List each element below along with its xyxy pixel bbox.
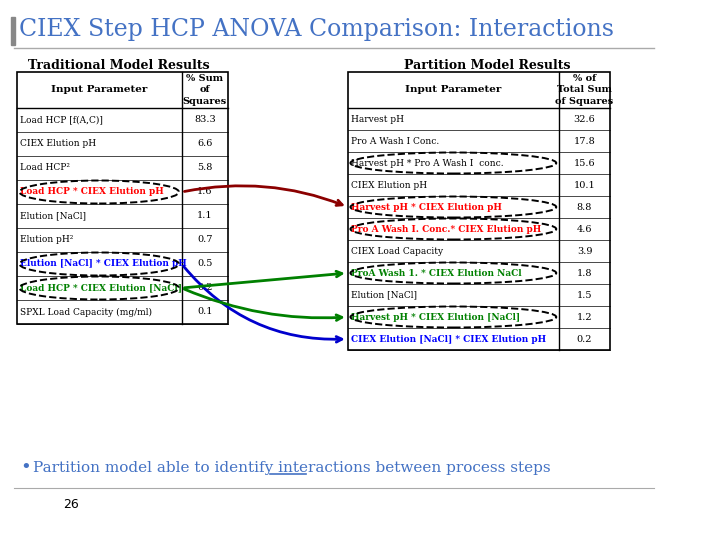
Text: 1.5: 1.5 (577, 291, 593, 300)
Text: 3.9: 3.9 (577, 246, 593, 255)
Text: Pro A Wash I Conc.: Pro A Wash I Conc. (351, 137, 440, 145)
Text: Load HCP [f(A,C)]: Load HCP [f(A,C)] (20, 116, 103, 125)
Text: 0.2: 0.2 (577, 334, 593, 343)
Text: Harvest pH * CIEX Elution [NaCl]: Harvest pH * CIEX Elution [NaCl] (351, 313, 521, 321)
Text: 0.7: 0.7 (197, 235, 212, 245)
Text: CIEX Elution pH: CIEX Elution pH (351, 180, 428, 190)
Text: 0.5: 0.5 (197, 260, 212, 268)
Text: 10.1: 10.1 (574, 180, 595, 190)
Text: Harvest pH * Pro A Wash I  conc.: Harvest pH * Pro A Wash I conc. (351, 159, 504, 167)
Text: CIEX Load Capacity: CIEX Load Capacity (351, 246, 444, 255)
Text: 4.6: 4.6 (577, 225, 593, 233)
Text: Elution [NaCl]: Elution [NaCl] (20, 212, 86, 220)
Text: 1.6: 1.6 (197, 187, 212, 197)
Text: % Sum
of
Squares: % Sum of Squares (183, 75, 227, 106)
Text: 1.8: 1.8 (577, 268, 593, 278)
Text: Elution [NaCl] * CIEX Elution pH: Elution [NaCl] * CIEX Elution pH (20, 260, 187, 268)
Text: Pro A Wash I. Conc.* CIEX Elution pH: Pro A Wash I. Conc.* CIEX Elution pH (351, 225, 541, 233)
Text: 1.2: 1.2 (577, 313, 593, 321)
Text: Elution pH²: Elution pH² (20, 235, 73, 245)
Text: 6.6: 6.6 (197, 139, 212, 148)
Text: 17.8: 17.8 (574, 137, 595, 145)
Text: Load HCP²: Load HCP² (20, 164, 71, 172)
Text: CIEX Step HCP ANOVA Comparison: Interactions: CIEX Step HCP ANOVA Comparison: Interact… (19, 18, 613, 41)
Text: 15.6: 15.6 (574, 159, 595, 167)
Text: Harvest pH * CIEX Elution pH: Harvest pH * CIEX Elution pH (351, 202, 503, 212)
Text: 1.1: 1.1 (197, 212, 212, 220)
Text: 0.1: 0.1 (197, 307, 212, 316)
Text: Input Parameter: Input Parameter (51, 85, 148, 94)
Text: SPXL Load Capacity (mg/ml): SPXL Load Capacity (mg/ml) (20, 307, 153, 316)
Text: •: • (20, 459, 31, 477)
Bar (348, 72, 610, 350)
Text: 5.8: 5.8 (197, 164, 212, 172)
Text: 32.6: 32.6 (574, 114, 595, 124)
Text: Load HCP * CIEX Elution pH: Load HCP * CIEX Elution pH (20, 187, 164, 197)
Bar (11, 17, 15, 45)
Text: Load HCP * CIEX Elution [NaCl]: Load HCP * CIEX Elution [NaCl] (20, 284, 182, 293)
Text: Harvest pH: Harvest pH (351, 114, 405, 124)
Text: 8.8: 8.8 (577, 202, 593, 212)
Text: ProA Wash 1. * CIEX Elution NaCl: ProA Wash 1. * CIEX Elution NaCl (351, 268, 522, 278)
Bar (17, 72, 228, 324)
Text: 0.2: 0.2 (197, 284, 212, 293)
Text: % of
Total Sum
of Squares: % of Total Sum of Squares (555, 75, 613, 106)
Text: CIEX Elution pH: CIEX Elution pH (20, 139, 96, 148)
Text: CIEX Elution [NaCl] * CIEX Elution pH: CIEX Elution [NaCl] * CIEX Elution pH (351, 334, 546, 343)
Text: Elution [NaCl]: Elution [NaCl] (351, 291, 418, 300)
Text: 83.3: 83.3 (194, 116, 216, 125)
Text: Input Parameter: Input Parameter (405, 85, 502, 94)
Text: Partition model able to identify interactions between process steps: Partition model able to identify interac… (33, 461, 551, 475)
Text: 26: 26 (63, 497, 78, 510)
Text: Partition Model Results: Partition Model Results (405, 59, 571, 72)
Text: Traditional Model Results: Traditional Model Results (28, 59, 210, 72)
